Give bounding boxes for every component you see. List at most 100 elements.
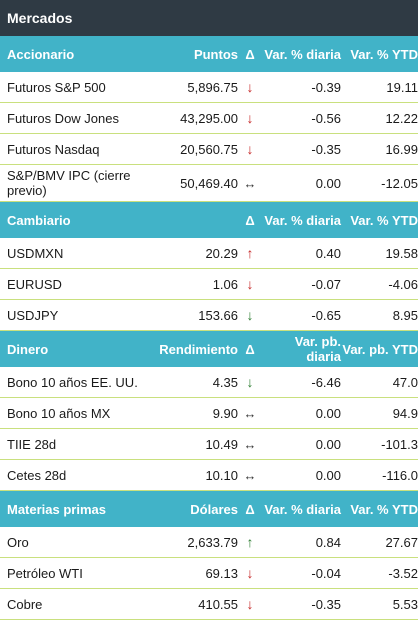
table-row: Bono 10 años EE. UU. 4.35 ↓ -6.46 47.0 [0,367,418,398]
row-label: Futuros S&P 500 [7,79,106,95]
header-ytd: Var. % YTD [350,501,418,517]
section-header-dinero: Dinero Rendimiento Δ Var. pb. diaria Var… [0,331,418,367]
row-ytd: -3.52 [388,565,418,581]
row-value: 153.66 [198,307,238,323]
row-daily: -0.65 [311,307,341,323]
header-value-col: Dólares [190,501,238,517]
header-delta: Δ [245,212,255,228]
row-value: 50,469.40 [180,175,238,191]
arrow-down-icon: ↓ [246,275,254,292]
header-category: Dinero [7,341,49,357]
header-delta: Δ [245,341,255,357]
row-daily: -0.39 [311,79,341,95]
row-value: 4.35 [212,374,238,390]
row-label: TIIE 28d [7,436,57,452]
row-daily: 0.00 [315,467,341,483]
row-daily: 0.00 [315,175,341,191]
arrow-up-icon: ↑ [246,244,254,261]
arrow-flat-icon: ↔ [243,175,257,191]
table-row: Futuros Dow Jones 43,295.00 ↓ -0.56 12.2… [0,103,418,134]
row-label: S&P/BMV IPC (cierre previo) [7,168,131,198]
header-ytd: Var. pb. YTD [342,341,418,357]
row-daily: 0.40 [315,245,341,261]
table-row: Petróleo WTI 69.13 ↓ -0.04 -3.52 [0,558,418,589]
row-value: 20,560.75 [180,141,238,157]
arrow-down-icon: ↓ [246,373,254,390]
row-value: 410.55 [198,596,238,612]
header-daily: Var. % diaria [264,212,341,228]
arrow-down-icon: ↓ [246,595,254,612]
row-ytd: -116.0 [382,467,418,483]
section-header-accionario: Accionario Puntos Δ Var. % diaria Var. %… [0,36,418,72]
header-value-col: Rendimiento [159,341,238,357]
table-row: USDJPY 153.66 ↓ -0.65 8.95 [0,300,418,331]
header-delta: Δ [245,501,255,517]
arrow-down-icon: ↓ [246,564,254,581]
row-ytd: -101.3 [381,436,418,452]
row-ytd: 8.95 [392,307,418,323]
row-ytd: 27.67 [385,534,418,550]
arrow-flat-icon: ↔ [243,405,257,421]
section-header-cambiario: Cambiario Δ Var. % diaria Var. % YTD [0,202,418,238]
table-row: Futuros S&P 500 5,896.75 ↓ -0.39 19.11 [0,72,418,103]
row-label: Cetes 28d [7,467,67,483]
row-label: Bono 10 años EE. UU. [7,374,138,390]
row-value: 5,896.75 [187,79,238,95]
header-daily: Var. % diaria [264,46,341,62]
row-daily: -0.04 [311,565,341,581]
row-value: 2,633.79 [187,534,238,550]
table-row: S&P/BMV IPC (cierre previo) 50,469.40 ↔ … [0,165,418,202]
arrow-down-icon: ↓ [246,306,254,323]
table-row: Oro 2,633.79 ↑ 0.84 27.67 [0,527,418,558]
row-ytd: 12.22 [385,110,418,126]
header-daily: Var. % diaria [264,501,341,517]
row-value: 9.90 [212,405,238,421]
row-label: USDJPY [7,307,59,323]
arrow-down-icon: ↓ [246,140,254,157]
header-value-col: Puntos [193,46,238,62]
row-daily: -6.46 [311,374,341,390]
row-value: 43,295.00 [180,110,238,126]
header-category: Cambiario [7,212,71,228]
arrow-down-icon: ↓ [246,109,254,126]
header-category: Materias primas [7,501,106,517]
arrow-down-icon: ↓ [246,78,254,95]
row-ytd: 5.53 [392,596,418,612]
header-ytd: Var. % YTD [350,212,418,228]
row-value: 10.10 [205,467,238,483]
row-value: 69.13 [205,565,238,581]
table-title: Mercados [0,0,418,36]
row-ytd: 16.99 [385,141,418,157]
header-category: Accionario [7,46,75,62]
header-delta: Δ [245,46,255,62]
row-label: Futuros Dow Jones [7,110,119,126]
header-daily: Var. pb. diaria [294,334,341,364]
header-ytd: Var. % YTD [350,46,418,62]
row-label: Bono 10 años MX [7,405,111,421]
table-row: EURUSD 1.06 ↓ -0.07 -4.06 [0,269,418,300]
table-row: TIIE 28d 10.49 ↔ 0.00 -101.3 [0,429,418,460]
row-label: Oro [7,534,29,550]
row-daily: -0.07 [311,276,341,292]
row-daily: 0.00 [315,405,341,421]
table-row: Bono 10 años MX 9.90 ↔ 0.00 94.9 [0,398,418,429]
row-ytd: 47.0 [392,374,418,390]
table-row: Cobre 410.55 ↓ -0.35 5.53 [0,589,418,620]
row-value: 20.29 [205,245,238,261]
row-label: Cobre [7,596,43,612]
table-row: Futuros Nasdaq 20,560.75 ↓ -0.35 16.99 [0,134,418,165]
row-daily: 0.84 [315,534,341,550]
row-daily: -0.35 [311,596,341,612]
table-row: USDMXN 20.29 ↑ 0.40 19.58 [0,238,418,269]
row-label: USDMXN [7,245,64,261]
row-ytd: 94.9 [392,405,418,421]
section-header-materias-primas: Materias primas Dólares Δ Var. % diaria … [0,491,418,527]
row-label: Petróleo WTI [7,565,83,581]
arrow-up-icon: ↑ [246,533,254,550]
arrow-flat-icon: ↔ [243,467,257,483]
row-ytd: -12.05 [381,175,418,191]
arrow-flat-icon: ↔ [243,436,257,452]
row-value: 1.06 [212,276,238,292]
row-daily: 0.00 [315,436,341,452]
